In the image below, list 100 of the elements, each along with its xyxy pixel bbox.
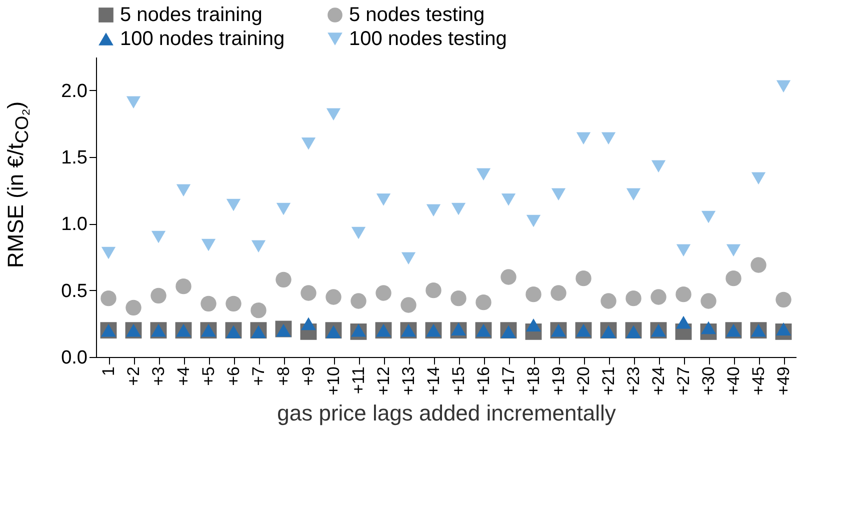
point (401, 252, 416, 264)
point (101, 246, 116, 260)
point (126, 300, 142, 316)
x-tick-label: +14 (424, 366, 443, 396)
point (326, 289, 342, 305)
y-tick-label: 1.5 (61, 148, 88, 168)
x-tick-label: +2 (124, 366, 143, 386)
point (550, 285, 566, 301)
point (351, 324, 366, 337)
point (701, 210, 716, 224)
point (626, 188, 641, 200)
point (501, 325, 516, 338)
point (150, 288, 166, 304)
point (676, 316, 691, 329)
legend-label: 5 nodes training (120, 4, 262, 26)
point (476, 168, 491, 180)
point (326, 108, 341, 120)
point (301, 317, 316, 330)
point (251, 240, 266, 252)
point (500, 269, 516, 285)
point (576, 270, 592, 286)
y-tick-label: 0.5 (61, 280, 88, 302)
point (376, 285, 392, 301)
point (276, 324, 291, 337)
point (426, 204, 441, 216)
legend-label: 100 nodes testing (349, 28, 507, 50)
point (676, 244, 691, 256)
point (151, 230, 166, 244)
point (501, 194, 516, 206)
x-tick-label: +8 (274, 366, 293, 386)
point (326, 325, 341, 338)
point (300, 285, 316, 301)
point (776, 322, 791, 336)
x-tick-label: +6 (224, 366, 243, 386)
point (176, 278, 192, 294)
x-tick-label: +3 (149, 366, 168, 386)
x-tick-label: +9 (299, 366, 318, 386)
point (776, 292, 792, 308)
point (226, 296, 242, 312)
x-tick-label: 1 (99, 366, 118, 376)
point (626, 325, 641, 338)
point (126, 96, 141, 108)
point (276, 272, 292, 288)
point (301, 138, 316, 150)
point (600, 293, 616, 309)
legend-label: 100 nodes training (120, 28, 285, 50)
point (400, 297, 416, 313)
x-tick-label: +30 (699, 366, 718, 396)
x-tick-label: +45 (749, 366, 768, 396)
point (526, 214, 541, 228)
point (676, 286, 692, 302)
point (726, 244, 741, 256)
point (351, 226, 366, 240)
point (776, 80, 791, 92)
point (251, 325, 266, 338)
point (350, 293, 366, 309)
x-tick-label: +16 (474, 366, 493, 396)
point (626, 290, 642, 306)
legend-label: 5 nodes testing (349, 4, 485, 26)
point (750, 257, 766, 273)
point (726, 270, 742, 286)
point (100, 290, 116, 306)
point (201, 238, 216, 252)
x-tick-label: +49 (774, 366, 793, 396)
x-tick-label: +23 (624, 366, 643, 396)
x-tick-label: +19 (549, 366, 568, 396)
point (526, 286, 542, 302)
x-tick-label: +4 (174, 366, 193, 386)
point (376, 194, 391, 206)
x-tick-label: +21 (599, 366, 618, 396)
x-axis-title: gas price lags added incrementally (277, 400, 616, 426)
x-tick-label: +20 (574, 366, 593, 396)
point (426, 282, 442, 298)
point (601, 325, 616, 338)
x-tick-label: +40 (724, 366, 743, 396)
point (200, 296, 216, 312)
point (451, 322, 466, 336)
point (751, 172, 766, 184)
point (226, 198, 241, 212)
point (701, 321, 716, 334)
y-tick-label: 0.0 (61, 348, 88, 368)
x-tick-label: +12 (374, 366, 393, 396)
point (476, 294, 492, 310)
x-tick-label: +7 (249, 366, 268, 386)
point (650, 289, 666, 305)
x-tick-label: +13 (399, 366, 418, 396)
point (700, 293, 716, 309)
x-tick-label: +11 (349, 366, 368, 394)
y-tick-label: 2.0 (61, 80, 88, 102)
x-tick-label: +24 (649, 366, 668, 396)
point (651, 160, 666, 172)
x-tick-label: +27 (674, 366, 693, 396)
point (250, 302, 266, 318)
x-tick-label: +5 (199, 366, 218, 386)
x-tick-label: +18 (524, 366, 543, 396)
x-tick-label: +17 (499, 366, 518, 396)
point (226, 325, 241, 338)
point (551, 188, 566, 200)
point (451, 202, 466, 216)
point (276, 202, 291, 216)
